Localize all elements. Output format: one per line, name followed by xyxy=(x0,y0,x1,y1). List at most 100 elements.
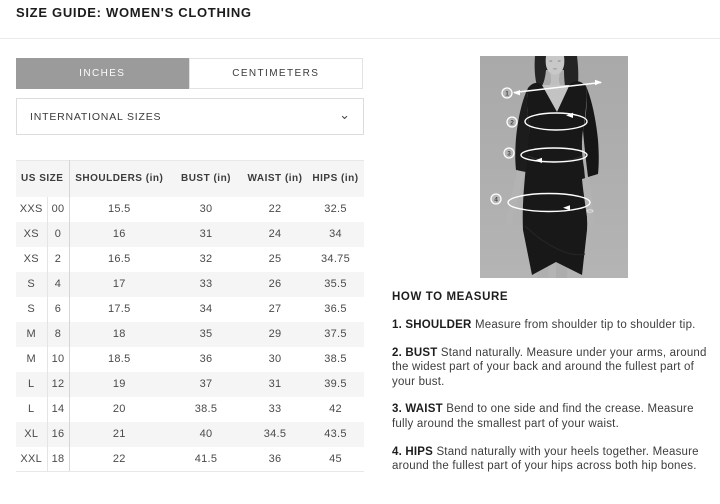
arrowhead xyxy=(513,90,520,96)
cell: 18 xyxy=(47,446,70,472)
cell: L xyxy=(16,371,48,397)
cell: 33 xyxy=(199,278,213,290)
step-text: Stand naturally with your heels together… xyxy=(392,445,699,473)
measure-step-bust: 2. BUST Stand naturally. Measure under y… xyxy=(392,346,715,390)
international-sizes-dropdown[interactable]: INTERNATIONAL SIZES ⌄ xyxy=(16,98,364,135)
step-label: 4. HIPS xyxy=(392,445,434,458)
cell: 34.5 xyxy=(263,428,287,440)
cell: XS xyxy=(16,246,48,272)
cell: 17 xyxy=(112,278,126,290)
header-waist: WAIST (in) xyxy=(243,160,307,197)
cell: 26 xyxy=(268,278,282,290)
dress-wrap-seam xyxy=(524,225,586,256)
cell: 10 xyxy=(47,346,70,372)
cell: 30 xyxy=(268,353,282,365)
marker-3-label: 3 xyxy=(507,150,511,157)
header-bust: BUST (in) xyxy=(169,160,243,197)
unit-tab-bar: INCHES CENTIMETERS xyxy=(16,58,363,89)
cell: 36 xyxy=(199,353,213,365)
cell: 34.75 xyxy=(320,253,351,265)
cell: 29 xyxy=(268,328,282,340)
arrowhead xyxy=(595,79,602,86)
step-label: 2. BUST xyxy=(392,346,438,359)
measure-step-hips: 4. HIPS Stand naturally with your heels … xyxy=(392,445,715,474)
model-lips xyxy=(552,68,558,70)
model-chest xyxy=(540,85,570,112)
table-header-row: US SIZE SHOULDERS (in) BUST (in) WAIST (… xyxy=(16,160,364,197)
cell: 31 xyxy=(199,228,213,240)
header-hips: HIPS (in) xyxy=(307,160,364,197)
step-label: 1. SHOULDER xyxy=(392,319,472,331)
cell: 6 xyxy=(47,296,70,322)
cell: 2 xyxy=(47,246,70,272)
cell: 35 xyxy=(199,328,213,340)
cell: 18.5 xyxy=(107,353,131,365)
marker-2-badge xyxy=(506,116,518,128)
hips-ellipse xyxy=(507,192,591,213)
header-shoulders: SHOULDERS (in) xyxy=(69,160,169,197)
cell: 24 xyxy=(268,228,282,240)
dropdown-selected-value: INTERNATIONAL SIZES xyxy=(30,110,162,123)
measure-step-shoulder: 1. SHOULDER Measure from shoulder tip to… xyxy=(392,318,715,333)
cell: S xyxy=(16,296,48,322)
waist-ellipse xyxy=(520,147,588,163)
cell: 16 xyxy=(47,421,70,447)
marker-4-badge xyxy=(490,193,502,205)
cell: 35.5 xyxy=(324,278,347,290)
table-row: XS 0 16 31 24 34 xyxy=(16,221,364,247)
marker-badges: 1 2 3 4 xyxy=(490,87,518,205)
cell: 34 xyxy=(329,228,342,240)
arrowhead xyxy=(566,112,573,118)
header-us-size: US SIZE xyxy=(16,160,70,197)
cell: XXL xyxy=(16,446,48,472)
cell: 22 xyxy=(268,203,282,215)
cell: S xyxy=(16,271,48,297)
dress-fold xyxy=(527,155,583,162)
cell: 36 xyxy=(243,446,307,472)
table-row: XS 2 16.5 32 25 34.75 xyxy=(16,246,364,272)
cell: 37 xyxy=(199,378,213,390)
cell: 20 xyxy=(112,403,126,415)
table-row: L 12 19 37 31 39.5 xyxy=(16,371,364,397)
cell: 12 xyxy=(47,371,70,397)
table-row: M 8 18 35 29 37.5 xyxy=(16,321,364,347)
model-neck xyxy=(549,72,561,86)
model-eye xyxy=(557,60,561,62)
cell: 22 xyxy=(69,446,169,472)
cell: 14 xyxy=(47,396,70,422)
cell: 43.5 xyxy=(324,428,347,440)
cell: 8 xyxy=(47,321,70,347)
tab-inches[interactable]: INCHES xyxy=(16,58,189,89)
size-table: US SIZE SHOULDERS (in) BUST (in) WAIST (… xyxy=(16,160,364,472)
cell: 00 xyxy=(47,196,70,222)
cell: 42 xyxy=(329,403,342,415)
cell: L xyxy=(16,396,48,422)
cell: 36.5 xyxy=(324,303,347,315)
cell: 33 xyxy=(268,403,282,415)
cell: 39.5 xyxy=(324,378,347,390)
table-row: XL 16 21 40 34.5 43.5 xyxy=(16,421,364,447)
table-row: XXL 18 22 41.5 36 45 xyxy=(16,446,364,472)
cell: 0 xyxy=(47,221,70,247)
cell: 40 xyxy=(199,428,213,440)
step-label: 3. WAIST xyxy=(392,403,443,416)
cell: XS xyxy=(16,221,48,247)
bracelet xyxy=(586,209,594,213)
page-title: SIZE GUIDE: WOMEN'S CLOTHING xyxy=(16,5,252,20)
shoulder-arrow xyxy=(513,81,602,94)
step-text: Measure from shoulder tip to shoulder ti… xyxy=(474,319,696,331)
table-row: S 4 17 33 26 35.5 xyxy=(16,271,364,297)
cell: 34 xyxy=(199,303,213,315)
table-row: S 6 17.5 34 27 36.5 xyxy=(16,296,364,322)
cell: 30 xyxy=(199,203,213,215)
cell: 32 xyxy=(199,253,213,265)
cell: 38.5 xyxy=(194,403,218,415)
marker-1-label: 1 xyxy=(505,90,509,97)
cell: M xyxy=(16,346,48,372)
model-eye xyxy=(549,60,553,62)
model-forearm xyxy=(582,177,594,228)
tab-centimeters[interactable]: CENTIMETERS xyxy=(188,58,363,89)
cell: 45 xyxy=(307,446,364,472)
marker-1-badge xyxy=(501,87,513,99)
